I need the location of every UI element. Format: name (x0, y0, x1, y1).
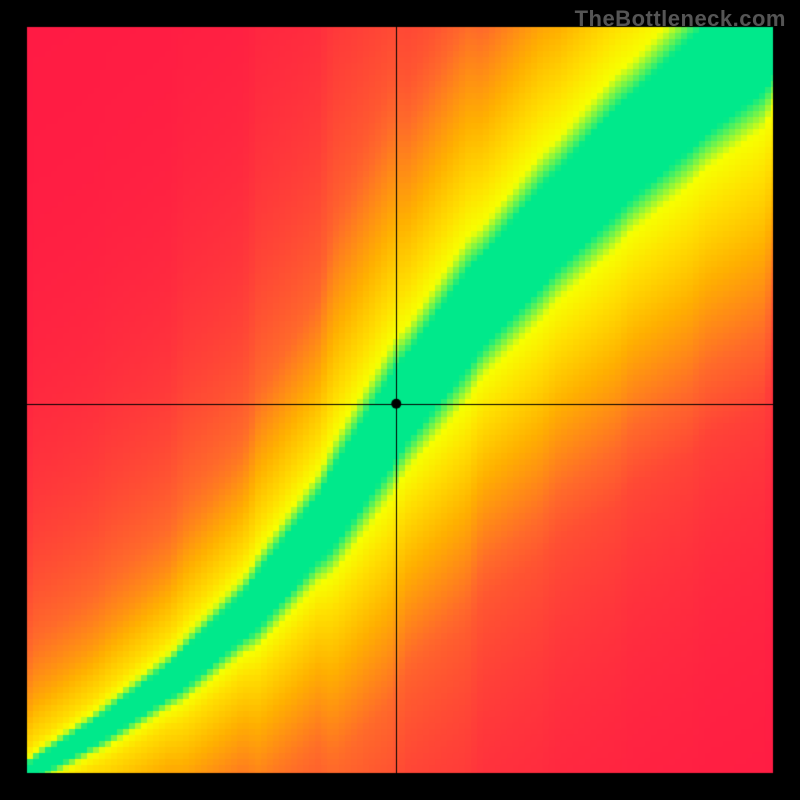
bottleneck-heatmap (0, 0, 800, 800)
watermark-text: TheBottleneck.com (575, 6, 786, 32)
